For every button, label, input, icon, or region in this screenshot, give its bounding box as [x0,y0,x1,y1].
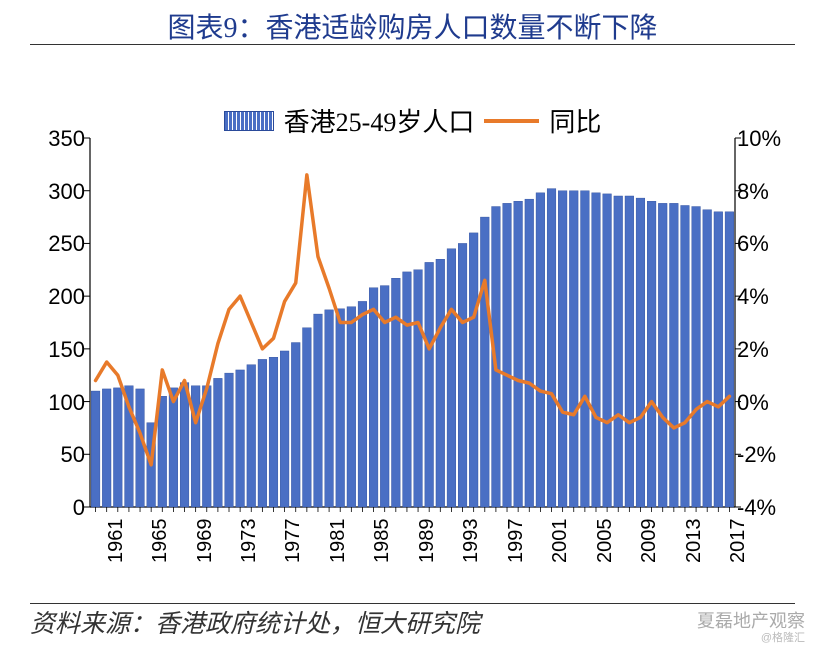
y-right-tick-label: 6% [737,231,787,257]
watermark-main: 夏磊地产观察 [697,612,805,632]
x-tick-label: 1977 [282,519,305,564]
legend-bar-swatch [224,111,274,131]
watermark-sub: @格隆汇 [697,632,805,644]
y-left-tick-label: 0 [40,495,85,521]
y-left-tick-label: 250 [40,231,85,257]
x-tick-label: 2009 [638,519,661,564]
y-right-tick-label: 10% [737,126,787,152]
y-left-tick-label: 350 [40,126,85,152]
x-tick-label: 2013 [683,519,706,564]
y-right-tick-label: 8% [737,179,787,205]
legend-line-label: 同比 [549,102,601,139]
y-right-tick-label: -2% [737,442,787,468]
x-tick-label: 1989 [416,519,439,564]
x-tick-label: 1961 [105,519,128,564]
x-tick-label: 1969 [194,519,217,564]
plot-area: 香港25-49岁人口 同比 0 50 100 150 200 250 300 350 -4% -… [30,50,795,590]
chart-title: 图表9：香港适龄购房人口数量不断下降 [0,6,825,46]
chart-svg [90,138,735,507]
x-tick-label: 1997 [505,519,528,564]
y-left-tick-label: 100 [40,390,85,416]
y-right-tick-label: 2% [737,337,787,363]
chart-canvas-area [90,138,735,507]
x-tick-label: 1981 [327,519,350,564]
legend-line-swatch [484,119,539,123]
x-tick-label: 2017 [727,519,750,564]
x-tick-label: 2005 [594,519,617,564]
x-tick-label: 1973 [238,519,261,564]
legend-bar-label: 香港25-49岁人口 [284,102,475,139]
x-tick-label: 1965 [149,519,172,564]
legend: 香港25-49岁人口 同比 [30,102,795,139]
y-right-tick-label: 4% [737,284,787,310]
y-left-tick-label: 150 [40,337,85,363]
x-tick-label: 1993 [460,519,483,564]
source-text: 资料来源：香港政府统计处，恒大研究院 [30,604,480,640]
y-right-tick-label: 0% [737,390,787,416]
chart-container: 图表9：香港适龄购房人口数量不断下降 香港25-49岁人口 同比 0 50 100 1… [0,0,825,652]
y-left-tick-label: 50 [40,442,85,468]
y-left-tick-label: 300 [40,179,85,205]
x-tick-label: 2001 [549,519,572,564]
x-tick-label: 1985 [371,519,394,564]
y-right-tick-label: -4% [737,495,787,521]
y-left-tick-label: 200 [40,284,85,310]
title-divider [30,44,795,45]
watermark: 夏磊地产观察 @格隆汇 [697,612,805,644]
